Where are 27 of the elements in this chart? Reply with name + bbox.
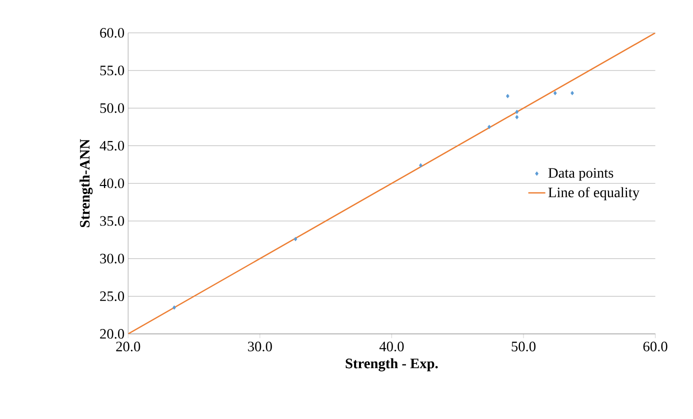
point bbox=[488, 124, 491, 130]
y-tick-label: 20.0 bbox=[100, 329, 124, 339]
x-tick-label: 60.0 bbox=[643, 342, 668, 352]
y-tick-label: 45.0 bbox=[100, 140, 124, 151]
x-tick-label: 40.0 bbox=[379, 342, 404, 352]
point bbox=[506, 94, 510, 98]
point bbox=[515, 115, 519, 120]
x-axis-title: Strength - Exp. bbox=[346, 358, 438, 372]
y-tick-label: 55.0 bbox=[100, 66, 124, 76]
x-tick-label: 50.0 bbox=[512, 342, 536, 352]
x-tick-label: 20.0 bbox=[116, 342, 140, 352]
y-tick-label: 30.0 bbox=[100, 254, 124, 264]
y-axis-title: Strength-ANN bbox=[80, 139, 93, 228]
point bbox=[553, 90, 557, 96]
y-tick-label: 35.0 bbox=[100, 216, 124, 226]
point bbox=[515, 110, 519, 114]
y-tick-label: 60.0 bbox=[100, 28, 124, 38]
point bbox=[419, 163, 422, 168]
y-tick-label: 40.0 bbox=[100, 178, 124, 188]
legend-label: Data points bbox=[548, 168, 614, 181]
legend-label: Line of equality bbox=[548, 187, 640, 200]
point bbox=[172, 305, 176, 310]
y-tick-label: 25.0 bbox=[100, 291, 124, 302]
y-tick-label: 50.0 bbox=[100, 103, 124, 114]
point bbox=[570, 90, 574, 96]
point bbox=[294, 236, 298, 242]
x-tick-label: 30.0 bbox=[248, 342, 272, 352]
